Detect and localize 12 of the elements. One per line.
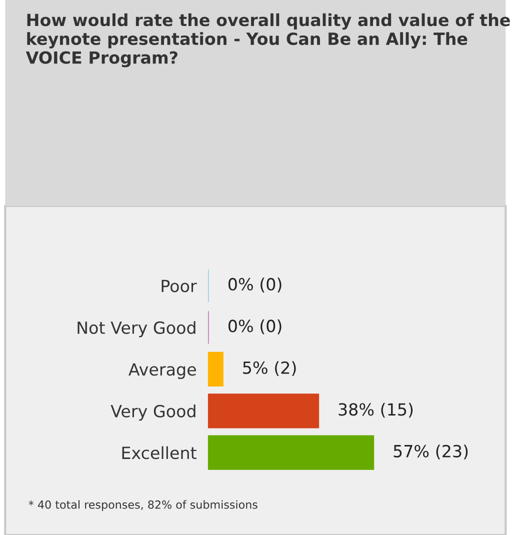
y-tick-label: Excellent bbox=[122, 446, 196, 460]
data-label: 5% (2) bbox=[243, 361, 296, 376]
chart-title: How would rate the overall quality and value of the keynote presentation - You Can Be an Ally: The VOICE Program? bbox=[26, 13, 510, 68]
text: * 40 total responses, 82% of submissions bbox=[28, 500, 258, 511]
data-label: 0% (0) bbox=[228, 278, 282, 292]
data-label: 57% (23) bbox=[394, 444, 468, 460]
y-tick-label: Not Very Good bbox=[78, 321, 196, 338]
y-tick-label: Average bbox=[128, 363, 196, 379]
y-tick-label: Poor bbox=[162, 280, 197, 292]
data-label: 0% (0) bbox=[228, 319, 282, 334]
y-tick-label: Very Good bbox=[110, 404, 196, 421]
data-label: 38% (15) bbox=[338, 402, 413, 418]
